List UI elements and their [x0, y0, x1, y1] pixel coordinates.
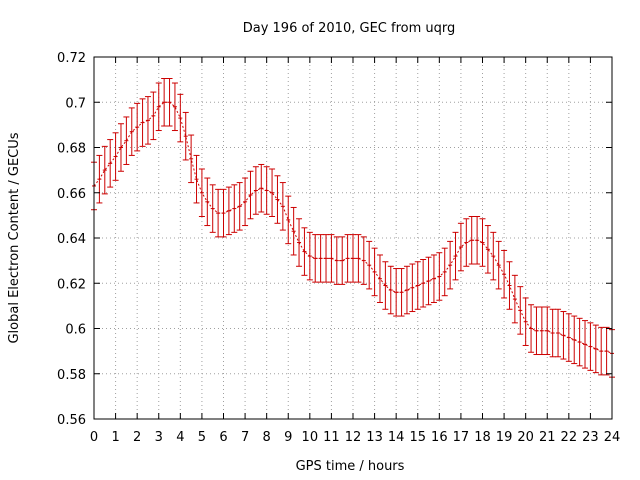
error-bar — [236, 182, 243, 231]
error-bar — [285, 195, 292, 245]
y-tick-label: 0.72 — [57, 51, 86, 66]
axis-ticks — [93, 56, 613, 420]
error-bar — [101, 145, 108, 195]
error-bar — [171, 82, 178, 132]
y-tick-label: 0.62 — [57, 277, 86, 292]
error-bar — [571, 315, 578, 365]
error-bar — [468, 216, 475, 265]
error-bar — [155, 82, 162, 132]
error-bar — [117, 123, 124, 172]
x-axis-label: GPS time / hours — [296, 459, 405, 474]
x-tick-label: 10 — [302, 430, 319, 445]
y-tick-label: 0.7 — [65, 96, 86, 111]
x-tick-label: 12 — [345, 430, 362, 445]
x-tick-label: 13 — [366, 430, 383, 445]
error-bar — [258, 163, 265, 213]
error-bar — [107, 139, 114, 188]
error-bar — [414, 261, 421, 310]
x-tick-label: 20 — [517, 430, 534, 445]
series-line — [93, 101, 613, 354]
error-bar — [177, 93, 184, 143]
error-bar — [128, 107, 135, 156]
error-bar — [582, 320, 589, 369]
y-tick-label: 0.68 — [57, 142, 86, 157]
error-bar — [528, 304, 535, 353]
x-tick-label: 9 — [284, 430, 292, 445]
error-bar — [533, 306, 540, 356]
x-tick-label: 0 — [90, 430, 98, 445]
error-bar — [560, 311, 567, 360]
error-bar — [350, 234, 356, 283]
x-tick-label: 23 — [582, 430, 599, 445]
error-bar — [225, 186, 232, 236]
x-tick-label: 1 — [111, 430, 119, 445]
x-tick-label: 16 — [431, 430, 448, 445]
chart-title: Day 196 of 2010, GEC from uqrg — [243, 21, 456, 36]
error-bar — [247, 170, 254, 220]
error-bar — [215, 188, 222, 238]
x-tick-label: 3 — [155, 430, 163, 445]
error-bar — [592, 324, 599, 374]
error-bar — [544, 306, 551, 356]
tick-labels: 0 1 2 3 4 5 6 7 8 9 10 11 12 13 14 15 16 17 18 19 20 21 22 23 24… — [57, 51, 620, 445]
x-tick-label: 4 — [176, 430, 184, 445]
x-tick-label: 21 — [539, 430, 556, 445]
error-bar — [123, 116, 130, 165]
y-tick-label: 0.58 — [57, 368, 86, 383]
y-axis-label: Global Electron Content / GECUs — [7, 132, 22, 343]
error-bar — [182, 111, 189, 161]
x-tick-label: 18 — [474, 430, 491, 445]
x-tick-label: 15 — [409, 430, 426, 445]
x-tick-label: 6 — [219, 430, 227, 445]
error-bar — [301, 227, 308, 276]
x-tick-label: 24 — [604, 430, 621, 445]
x-tick-label: 7 — [241, 430, 249, 445]
error-bar — [290, 206, 297, 256]
error-bar — [274, 175, 281, 224]
x-tick-label: 19 — [496, 430, 513, 445]
y-tick-label: 0.6 — [65, 323, 86, 338]
error-bar — [479, 218, 486, 267]
error-bar — [328, 234, 335, 283]
y-tick-label: 0.64 — [57, 232, 86, 247]
x-tick-label: 17 — [453, 430, 470, 445]
error-bar — [484, 225, 491, 274]
error-bar — [269, 168, 276, 218]
error-bar — [403, 265, 410, 315]
x-tick-label: 11 — [323, 430, 340, 445]
error-bar — [457, 222, 464, 272]
x-tick-label: 22 — [561, 430, 578, 445]
x-tick-label: 14 — [388, 430, 405, 445]
error-bar — [430, 254, 437, 303]
error-bar — [425, 256, 432, 306]
y-tick-label: 0.66 — [57, 187, 86, 202]
x-tick-label: 5 — [198, 430, 206, 445]
y-tick-label: 0.56 — [57, 413, 86, 428]
error-bar — [495, 240, 502, 290]
error-bar — [144, 96, 151, 145]
data-series — [91, 77, 615, 378]
x-tick-label: 2 — [133, 430, 141, 445]
error-bar — [355, 234, 362, 283]
error-bar — [382, 261, 389, 310]
x-tick-label: 8 — [263, 430, 271, 445]
error-bar — [193, 154, 200, 204]
